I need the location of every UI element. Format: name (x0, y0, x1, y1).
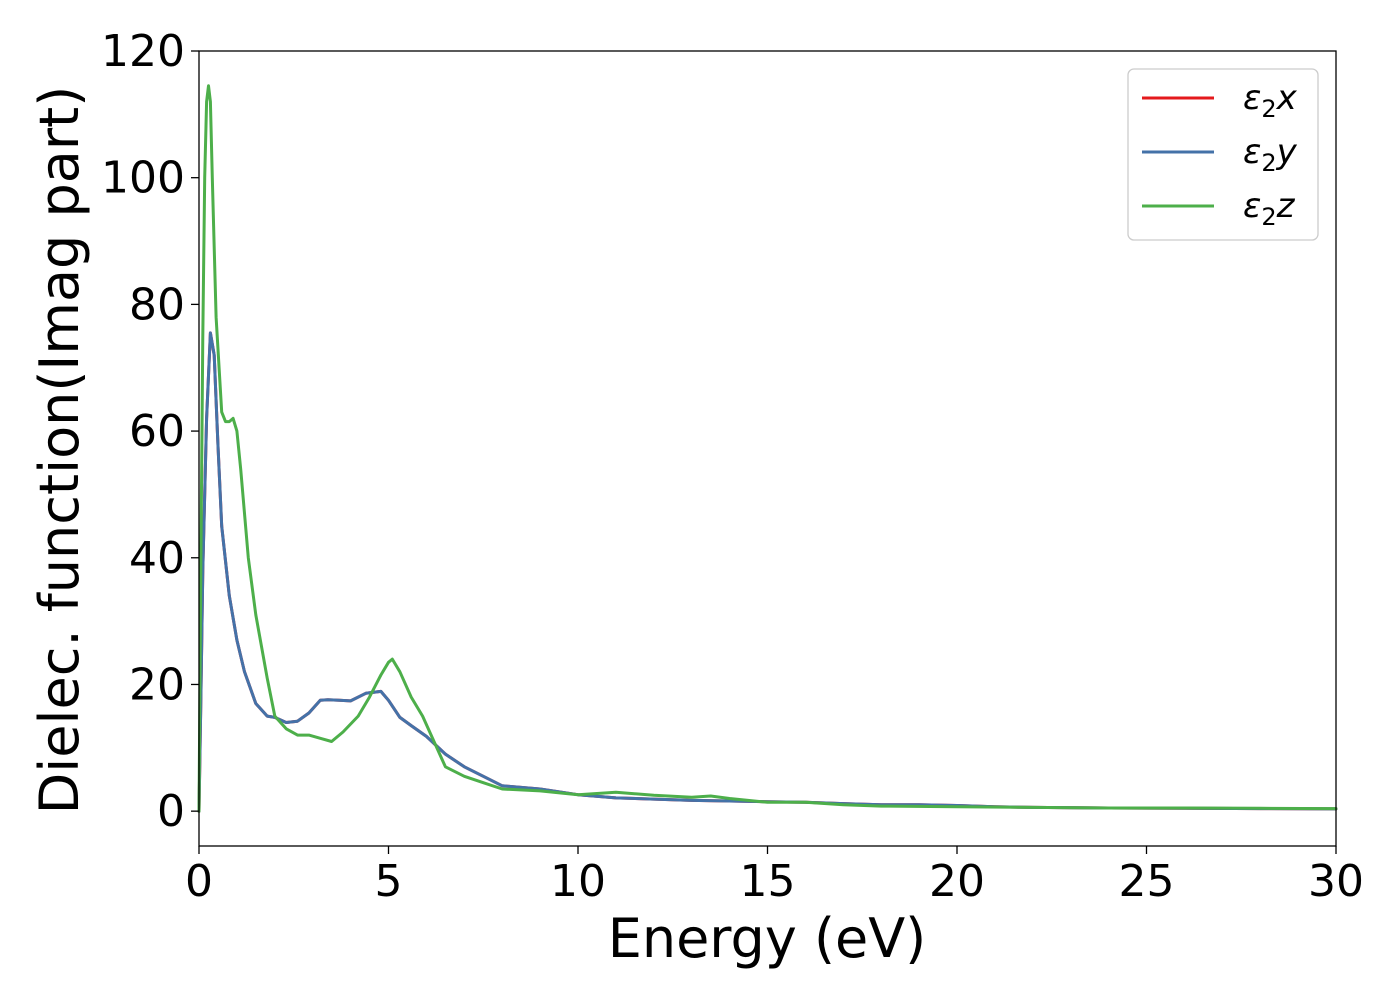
y-tick-label: 0 (157, 786, 185, 837)
x-tick-label: 20 (929, 856, 985, 907)
y-tick-label: 120 (101, 26, 185, 77)
y-tick-label: 80 (129, 279, 185, 330)
y-tick-label: 40 (129, 533, 185, 584)
series-line-z (197, 84, 1338, 813)
legend: ε2x ε2y ε2z (1127, 68, 1319, 241)
y-tick-label: 100 (101, 153, 185, 204)
legend-box (1127, 68, 1319, 241)
x-tick-label: 10 (550, 856, 606, 907)
x-tick-label: 15 (740, 856, 796, 907)
legend-label-z: ε2z (1243, 186, 1296, 231)
y-axis: 0 20 40 60 80 100 120 (101, 26, 199, 837)
legend-label-x: ε2x (1243, 78, 1298, 123)
legend-label-y: ε2y (1243, 132, 1298, 177)
x-tick-label: 0 (185, 856, 213, 907)
y-tick-label: 20 (129, 659, 185, 710)
y-tick-label: 60 (129, 406, 185, 457)
y-axis-label: Dielec. function(Imag part) (28, 86, 91, 815)
x-axis-label: Energy (eV) (608, 907, 927, 970)
x-axis: 0 5 10 15 20 25 30 (185, 846, 1364, 907)
x-tick-label: 5 (375, 856, 403, 907)
x-tick-label: 25 (1119, 856, 1175, 907)
series-layer (197, 84, 1338, 813)
x-tick-label: 30 (1308, 856, 1364, 907)
